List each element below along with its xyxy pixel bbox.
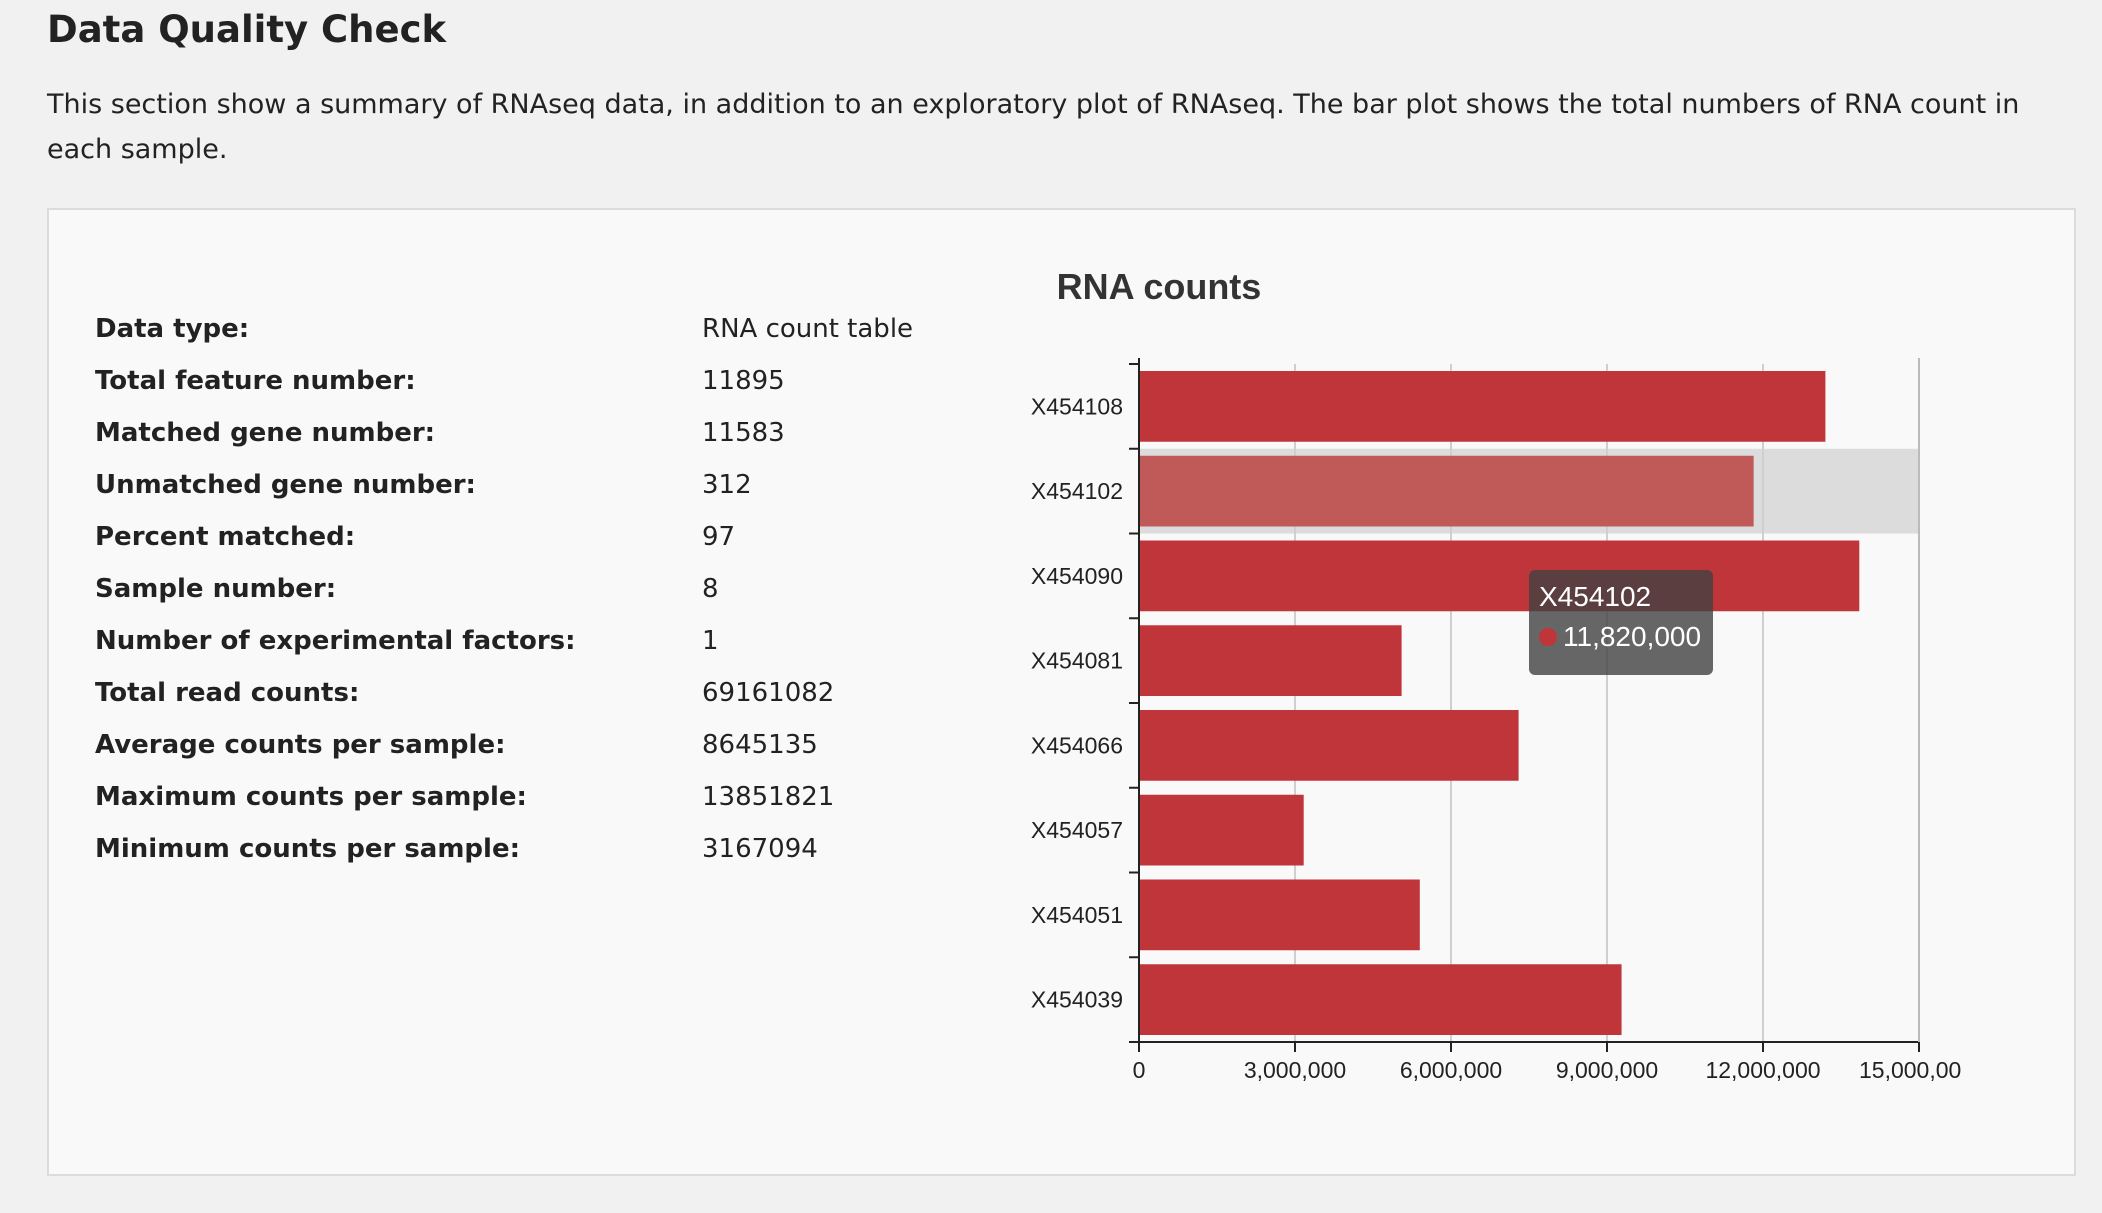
y-tick-label: X454102 — [1031, 478, 1123, 504]
y-tick-label: X454081 — [1031, 648, 1123, 674]
x-tick-label: 3,000,000 — [1244, 1057, 1346, 1083]
bar — [1139, 455, 1754, 527]
x-tick-label: 9,000,000 — [1556, 1057, 1658, 1083]
summary-value: 8645135 — [702, 730, 818, 760]
rna-counts-chart: X454108 X454102 X454090 X454081 X454066 X4540… — [1031, 358, 1961, 1083]
summary-value: 11583 — [702, 418, 785, 448]
summary-label: Minimum counts per sample: — [95, 834, 520, 864]
summary-row-data-type: Data type: RNA count table — [49, 314, 949, 354]
tooltip-sample-name: X454102 — [1539, 581, 1652, 612]
x-tick-label: 0 — [1133, 1057, 1146, 1083]
summary-label: Sample number: — [95, 574, 337, 604]
tooltip-series-dot — [1539, 627, 1557, 646]
summary-value: 8 — [702, 574, 719, 604]
tooltip-value-line: 11,820,000 — [1539, 621, 1713, 653]
bar — [1139, 540, 1860, 612]
summary-value: 3167094 — [702, 834, 818, 864]
summary-row-percent-matched: Percent matched: 97 — [49, 522, 949, 562]
page-description: This section show a summary of RNAseq da… — [47, 89, 2020, 165]
summary-value: 312 — [702, 470, 752, 500]
summary-label: Total feature number: — [95, 366, 416, 396]
summary-row-minimum-counts: Minimum counts per sample: 3167094 — [49, 834, 949, 874]
page-title: Data Quality Check — [47, 8, 447, 51]
bar — [1139, 794, 1304, 866]
bar — [1139, 879, 1420, 951]
summary-row-experimental-factors: Number of experimental factors: 1 — [49, 626, 949, 666]
summary-row-unmatched-gene-number: Unmatched gene number: 312 — [49, 470, 949, 510]
summary-label: Data type: — [95, 314, 250, 344]
x-tick-label: 15,000,00 — [1859, 1057, 1961, 1083]
y-tick-label: X454108 — [1031, 393, 1123, 419]
summary-row-average-counts: Average counts per sample: 8645135 — [49, 730, 949, 770]
summary-label: Total read counts: — [95, 678, 360, 708]
y-tick-label: X454057 — [1031, 817, 1123, 843]
x-tick-label: 6,000,000 — [1400, 1057, 1502, 1083]
y-tick-label: X454039 — [1031, 987, 1123, 1013]
summary-label: Number of experimental factors: — [95, 626, 576, 656]
chart-title: RNA counts — [1056, 266, 1262, 307]
summary-label: Maximum counts per sample: — [95, 782, 527, 812]
summary-row-total-read-counts: Total read counts: 69161082 — [49, 678, 949, 718]
bar — [1139, 964, 1622, 1035]
summary-label: Average counts per sample: — [95, 730, 506, 760]
x-tick-label: 12,000,000 — [1705, 1057, 1820, 1083]
summary-row-matched-gene-number: Matched gene number: 11583 — [49, 418, 949, 458]
summary-value: 13851821 — [702, 782, 835, 812]
bar — [1139, 710, 1519, 781]
summary-row-total-feature-number: Total feature number: 11895 — [49, 366, 949, 406]
summary-value: 69161082 — [702, 678, 835, 708]
summary-label: Percent matched: — [95, 522, 356, 552]
summary-row-sample-number: Sample number: 8 — [49, 574, 949, 614]
bar — [1139, 371, 1826, 442]
tooltip-value: 11,820,000 — [1563, 621, 1702, 652]
bar — [1139, 625, 1402, 696]
summary-label: Matched gene number: — [95, 418, 436, 448]
y-tick-label: X454090 — [1031, 563, 1123, 589]
chart-tooltip: X454102 11,820,000 — [1529, 570, 1713, 675]
summary-value: 1 — [702, 626, 719, 656]
y-tick-label: X454066 — [1031, 732, 1123, 758]
data-quality-panel: Data type: RNA count table Total feature… — [47, 208, 2076, 1176]
y-tick-label: X454051 — [1031, 902, 1123, 928]
summary-label: Unmatched gene number: — [95, 470, 476, 500]
summary-row-maximum-counts: Maximum counts per sample: 13851821 — [49, 782, 949, 822]
summary-value: 97 — [702, 522, 736, 552]
summary-value: 11895 — [702, 366, 785, 396]
summary-value: RNA count table — [702, 314, 914, 344]
